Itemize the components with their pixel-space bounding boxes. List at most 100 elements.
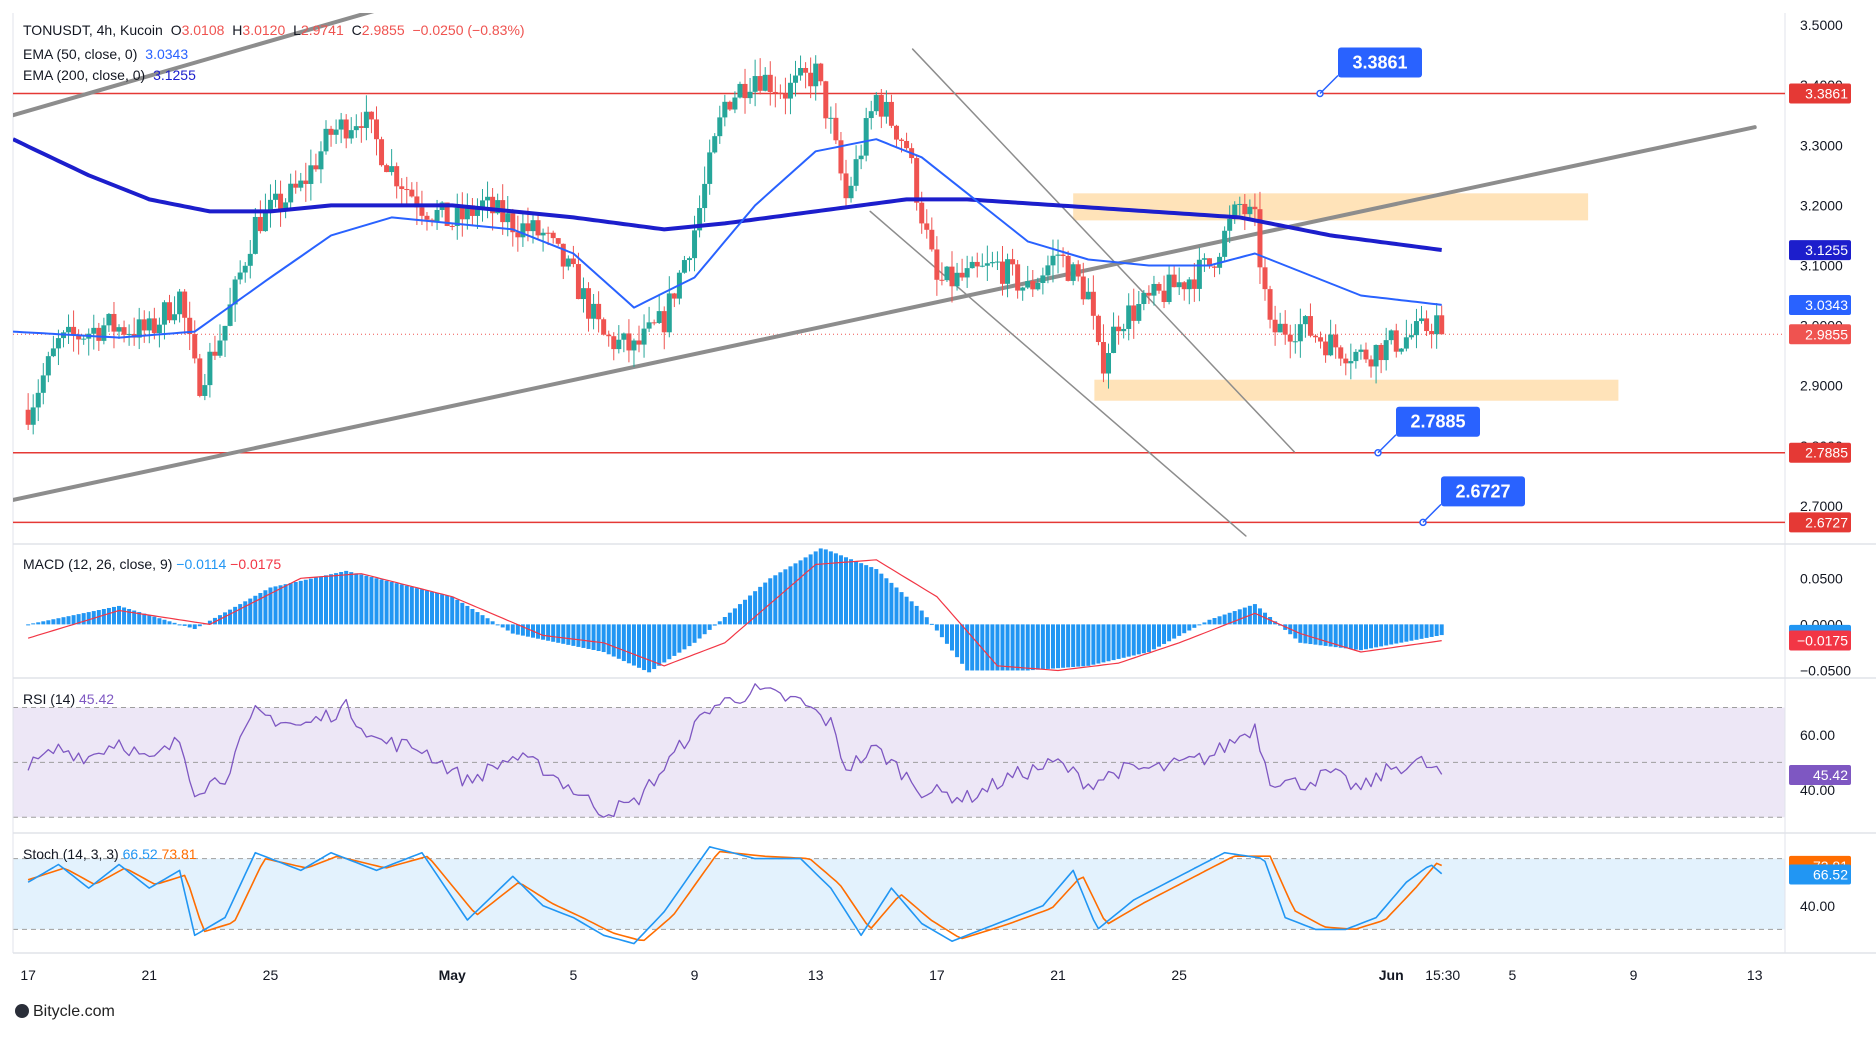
- macd-histogram-bar: [1172, 624, 1177, 639]
- candle-body: [172, 314, 178, 321]
- macd-badge: −0.0175: [1797, 633, 1848, 649]
- macd-histogram-bar: [192, 624, 197, 629]
- macd-histogram-bar: [1348, 624, 1353, 649]
- macd-histogram-bar: [51, 619, 56, 625]
- brand-footer[interactable]: Bitycle.com: [15, 1003, 115, 1021]
- macd-histogram-bar: [1252, 604, 1257, 625]
- macd-histogram-bar: [556, 624, 561, 643]
- supply-demand-zone: [1094, 379, 1619, 401]
- candle-body: [237, 272, 243, 280]
- macd-histogram-bar: [1156, 624, 1161, 647]
- candle-body: [1181, 282, 1187, 290]
- macd-histogram-bar: [1000, 624, 1005, 671]
- macd-histogram-bar: [1045, 624, 1050, 669]
- candle-body: [1388, 330, 1394, 341]
- candle-body: [222, 325, 228, 341]
- candle-body: [580, 288, 586, 300]
- macd-histogram-bar: [424, 590, 429, 625]
- macd-histogram-bar: [667, 624, 672, 660]
- macd-histogram-bar: [1308, 624, 1313, 645]
- candle-body: [848, 185, 854, 199]
- macd-histogram-bar: [1429, 624, 1434, 637]
- time-axis-tick: 21: [1050, 967, 1066, 983]
- candle-body: [212, 351, 218, 356]
- callout-label: 2.6727: [1455, 481, 1510, 501]
- candle-body: [530, 220, 536, 232]
- candle-body: [106, 313, 112, 326]
- macd-histogram-bar: [576, 624, 581, 647]
- macd-histogram-bar: [778, 572, 783, 625]
- callout-label: 2.7885: [1410, 412, 1465, 432]
- candle-body: [777, 92, 783, 94]
- trendline: [13, 13, 375, 118]
- macd-histogram-bar: [743, 599, 748, 625]
- macd-histogram-bar: [379, 579, 384, 625]
- macd-histogram-bar: [1197, 624, 1202, 626]
- macd-histogram-bar: [717, 621, 722, 625]
- trendline: [869, 210, 1247, 537]
- macd-histogram-bar: [788, 566, 793, 625]
- macd-histogram-bar: [364, 575, 369, 625]
- low-value: 2.9741: [300, 22, 344, 38]
- time-axis-tick: May: [439, 967, 466, 983]
- macd-histogram-bar: [1424, 624, 1429, 638]
- candle-body: [873, 95, 879, 112]
- macd-histogram-bar: [26, 624, 31, 626]
- candle-body: [732, 97, 738, 110]
- high-value: 3.0120: [242, 22, 286, 38]
- macd-axis-tick: −0.0500: [1800, 662, 1851, 678]
- candle-body: [1010, 259, 1016, 265]
- macd-histogram-bar: [970, 624, 975, 671]
- stoch-axis-tick: 40.00: [1800, 898, 1835, 914]
- candle-body: [1065, 256, 1071, 281]
- candle-body: [252, 216, 258, 254]
- ema50-line: [13, 138, 1442, 339]
- candle-body: [707, 152, 713, 184]
- macd-histogram-bar: [1091, 624, 1096, 665]
- macd-histogram-bar: [283, 584, 288, 625]
- macd-histogram-bar: [833, 553, 838, 625]
- macd-histogram-bar: [854, 561, 859, 625]
- macd-histogram-bar: [440, 594, 445, 625]
- candle-body: [823, 81, 829, 119]
- candle-body: [303, 180, 309, 184]
- macd-histogram-bar: [455, 599, 460, 625]
- candle-body: [318, 151, 324, 170]
- candle-body: [30, 407, 36, 425]
- macd-histogram-bar: [1237, 609, 1242, 625]
- candle-body: [616, 339, 622, 350]
- candle-body: [81, 338, 87, 340]
- candle-body: [601, 319, 607, 335]
- candle-body: [1080, 276, 1086, 300]
- macd-histogram-bar: [339, 572, 344, 625]
- macd-histogram-bar: [1333, 624, 1338, 648]
- candle-body: [833, 117, 839, 141]
- candle-body: [1020, 287, 1026, 291]
- candle-body: [626, 333, 632, 351]
- candle-body: [1212, 266, 1218, 268]
- candle-body: [828, 117, 834, 119]
- candle-body: [1302, 316, 1308, 325]
- macd-histogram-bar: [122, 607, 127, 625]
- macd-histogram-bar: [1106, 624, 1111, 662]
- macd-histogram-bar: [1318, 624, 1323, 646]
- stoch-k-badge: 66.52: [1813, 867, 1848, 883]
- macd-histogram-bar: [389, 581, 394, 625]
- candle-body: [979, 265, 985, 267]
- candle-body: [1297, 324, 1303, 342]
- candle-body: [878, 95, 884, 117]
- candle-body: [555, 238, 561, 244]
- candle-body: [156, 324, 162, 334]
- macd-histogram-bar: [657, 624, 662, 666]
- macd-histogram-bar: [1257, 608, 1262, 625]
- price-badge-bg: [1789, 512, 1851, 533]
- candle-body: [419, 207, 425, 216]
- candle-body: [606, 334, 612, 337]
- macd-histogram-bar: [132, 610, 137, 625]
- candle-body: [1237, 203, 1243, 205]
- candle-body: [984, 263, 990, 266]
- candle-body: [394, 166, 400, 187]
- change-value: −0.0250 (−0.83%): [412, 22, 525, 38]
- callout-leader: [1319, 74, 1339, 95]
- candle-body: [1166, 274, 1172, 303]
